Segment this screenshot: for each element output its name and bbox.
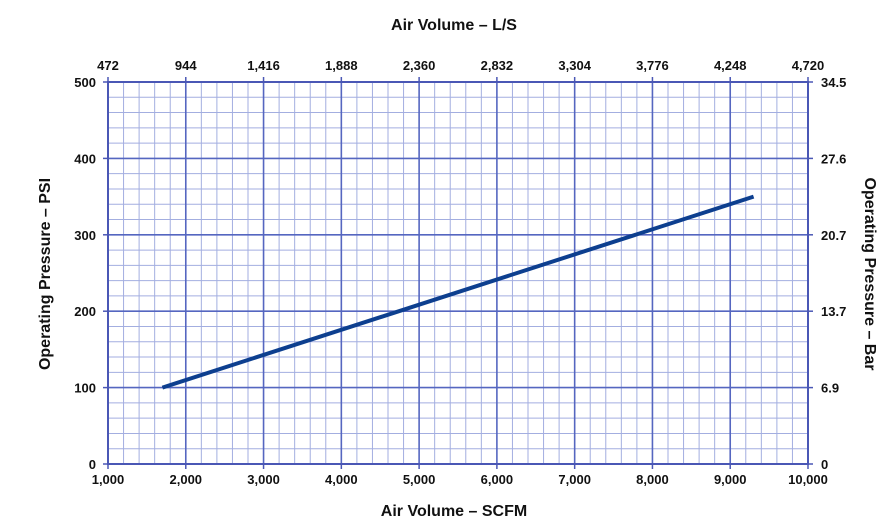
y-tick-label: 0 — [89, 457, 96, 472]
x-tick-label: 9,000 — [714, 472, 747, 487]
y-tick-label: 100 — [74, 381, 96, 396]
x-tick-label: 6,000 — [481, 472, 514, 487]
series-layer — [161, 194, 755, 390]
y2-tick-label: 13.7 — [821, 304, 846, 319]
y2-tick-label: 27.6 — [821, 151, 846, 166]
x2-tick-label: 1,888 — [325, 58, 358, 73]
y2-tick-label: 34.5 — [821, 75, 846, 90]
y2-tick-label: 6.9 — [821, 381, 839, 396]
x-tick-label: 4,000 — [325, 472, 358, 487]
y-tick-label: 200 — [74, 304, 96, 319]
tick-labels: 1,000 2,000 3,000 4,000 5,000 6,000 7,000 8,000… — [74, 58, 846, 487]
x2-tick-label: 944 — [175, 58, 197, 73]
x2-tick-label: 4,720 — [792, 58, 825, 73]
x-tick-label: 5,000 — [403, 472, 436, 487]
x-tick-label: 7,000 — [558, 472, 591, 487]
y-tick-label: 500 — [74, 75, 96, 90]
x-tick-label: 10,000 — [788, 472, 828, 487]
x2-tick-label: 2,360 — [403, 58, 436, 73]
x2-tick-label: 472 — [97, 58, 119, 73]
bottom-axis-title: Air Volume – SCFM — [381, 503, 527, 520]
x-tick-label: 3,000 — [247, 472, 280, 487]
top-axis-title: Air Volume – L/S — [391, 17, 517, 34]
x-tick-label: 1,000 — [92, 472, 125, 487]
y2-tick-label: 20.7 — [821, 228, 846, 243]
x2-tick-label: 3,304 — [558, 58, 591, 73]
x2-tick-label: 2,832 — [481, 58, 514, 73]
x2-tick-label: 4,248 — [714, 58, 747, 73]
series-line — [161, 194, 755, 390]
x2-tick-label: 3,776 — [636, 58, 669, 73]
y2-tick-label: 0 — [821, 457, 828, 472]
x-tick-label: 2,000 — [170, 472, 203, 487]
y-tick-label: 300 — [74, 228, 96, 243]
right-axis-title: Operating Pressure – Bar — [861, 178, 878, 371]
x2-tick-label: 1,416 — [247, 58, 280, 73]
grid — [103, 77, 813, 469]
x-tick-label: 8,000 — [636, 472, 669, 487]
plot-frame — [107, 81, 809, 465]
left-axis-title: Operating Pressure – PSI — [37, 178, 54, 370]
y-tick-label: 400 — [74, 151, 96, 166]
